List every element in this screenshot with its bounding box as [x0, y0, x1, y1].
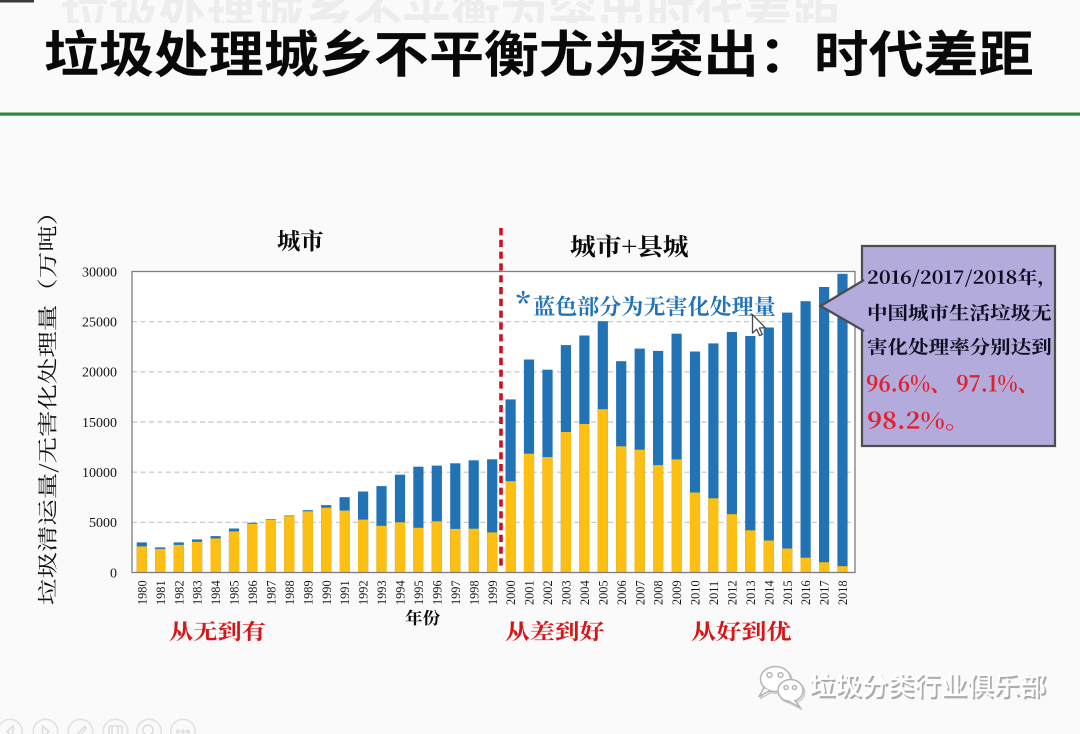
svg-text:2005: 2005 — [596, 580, 610, 605]
svg-text:2011: 2011 — [707, 581, 721, 605]
svg-text:2006: 2006 — [615, 580, 629, 605]
svg-text:1984: 1984 — [209, 580, 223, 605]
svg-text:2004: 2004 — [578, 580, 592, 605]
svg-text:1990: 1990 — [320, 580, 334, 605]
svg-text:2009: 2009 — [670, 580, 684, 605]
svg-text:2013: 2013 — [744, 580, 758, 605]
svg-text:2008: 2008 — [652, 580, 666, 605]
svg-text:2010: 2010 — [689, 580, 703, 605]
svg-text:1981: 1981 — [154, 580, 168, 605]
svg-text:10000: 10000 — [82, 466, 117, 481]
svg-text:25000: 25000 — [82, 316, 117, 331]
svg-text:1982: 1982 — [172, 580, 186, 605]
svg-text:1997: 1997 — [449, 580, 463, 605]
svg-text:1989: 1989 — [301, 580, 315, 605]
svg-text:2016: 2016 — [799, 580, 813, 605]
svg-text:0: 0 — [110, 566, 117, 581]
svg-text:1986: 1986 — [246, 580, 260, 605]
svg-text:1988: 1988 — [283, 580, 297, 605]
svg-text:1991: 1991 — [338, 580, 352, 605]
svg-text:1999: 1999 — [486, 580, 500, 605]
svg-text:1980: 1980 — [135, 580, 149, 605]
svg-text:1995: 1995 — [412, 580, 426, 605]
svg-text:2000: 2000 — [504, 580, 518, 605]
svg-text:2002: 2002 — [541, 580, 555, 605]
svg-text:1987: 1987 — [265, 580, 279, 605]
svg-text:2007: 2007 — [633, 580, 647, 605]
svg-text:1992: 1992 — [357, 580, 371, 605]
svg-text:2012: 2012 — [726, 580, 740, 605]
svg-text:2014: 2014 — [762, 580, 776, 605]
svg-text:1983: 1983 — [191, 580, 205, 605]
svg-text:2001: 2001 — [523, 580, 537, 605]
svg-text:2017: 2017 — [818, 580, 832, 605]
svg-text:30000: 30000 — [82, 265, 117, 280]
svg-text:2018: 2018 — [836, 580, 850, 605]
svg-text:2003: 2003 — [560, 580, 574, 605]
svg-text:1996: 1996 — [430, 580, 444, 605]
svg-text:5000: 5000 — [89, 516, 117, 531]
svg-text:1994: 1994 — [394, 580, 408, 605]
svg-text:2015: 2015 — [781, 580, 795, 605]
svg-text:15000: 15000 — [82, 416, 117, 431]
svg-text:1998: 1998 — [467, 580, 481, 605]
svg-text:1985: 1985 — [228, 580, 242, 605]
svg-text:1993: 1993 — [375, 580, 389, 605]
svg-text:20000: 20000 — [82, 366, 117, 381]
